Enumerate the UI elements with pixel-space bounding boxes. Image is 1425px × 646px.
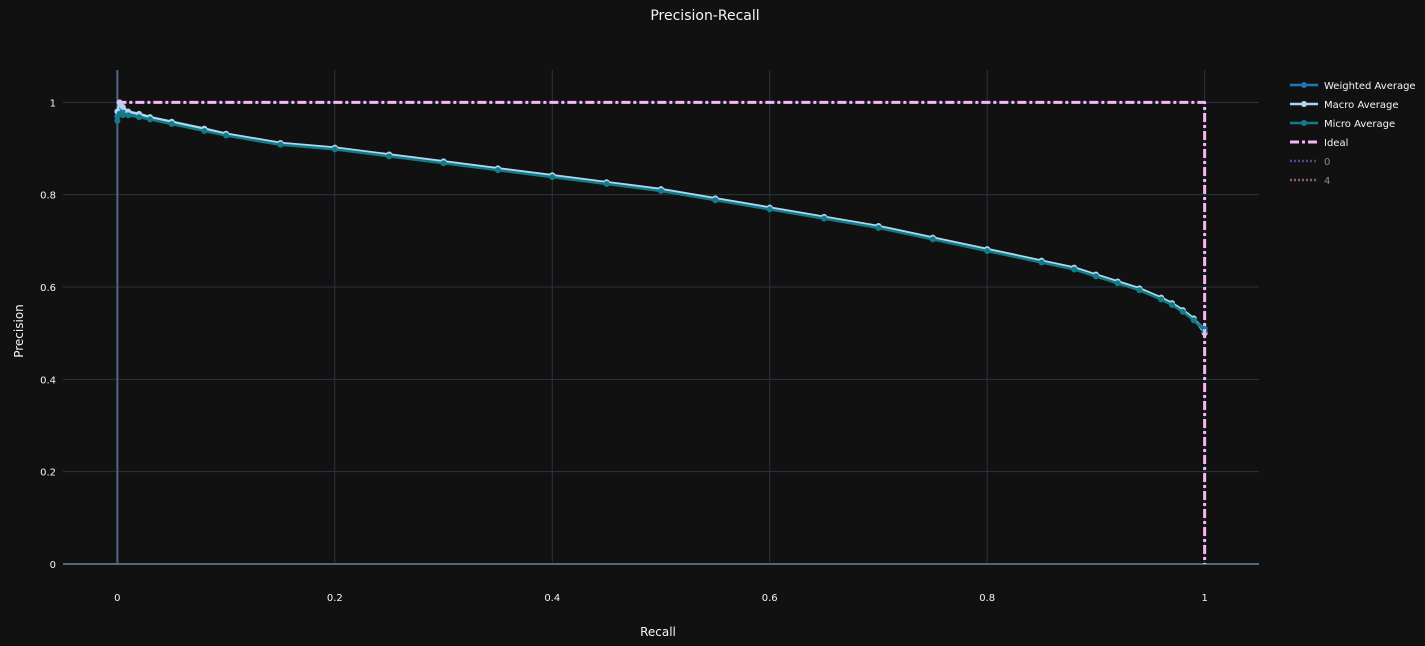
series-point-micro-average (821, 215, 828, 222)
y-tick-label: 0.4 (40, 375, 56, 386)
legend-item-ideal[interactable]: Ideal (1290, 138, 1348, 149)
y-tick-label: 0 (50, 560, 56, 571)
plot-area[interactable] (114, 99, 1208, 564)
legend-item-4[interactable]: 4 (1290, 176, 1330, 187)
x-tick-label: 0.4 (544, 593, 560, 604)
series-point-micro-average (766, 206, 773, 213)
series-point-micro-average (201, 127, 208, 134)
legend-marker-micro-average (1301, 120, 1307, 126)
legend-marker-macro-average (1301, 101, 1307, 107)
legend-label-weighted-average: Weighted Average (1324, 81, 1416, 92)
tick-labels: 0 0.2 0.4 0.6 0.8 1 0 0.2 0.4 0.6 0.8 1 (40, 98, 1208, 604)
series-point-macro-average (119, 103, 126, 110)
series-point-micro-average (549, 174, 556, 181)
x-tick-label: 0.8 (979, 593, 995, 604)
legend-item-weighted-average[interactable]: Weighted Average (1290, 81, 1416, 92)
series-point-micro-average (136, 114, 143, 121)
series-point-micro-average (1158, 296, 1165, 303)
x-axis-title: Recall (640, 625, 676, 639)
series-point-micro-average (1071, 266, 1078, 273)
legend-item-0[interactable]: 0 (1290, 157, 1330, 168)
series-point-micro-average (712, 197, 719, 204)
series-point-micro-average (929, 236, 936, 243)
legend-item-micro-average[interactable]: Micro Average (1290, 119, 1395, 130)
series-point-micro-average (494, 167, 501, 174)
legend-marker-weighted-average (1301, 82, 1307, 88)
series-point-micro-average (277, 141, 284, 148)
series-point-micro-average (1136, 287, 1143, 294)
series-point-micro-average (603, 181, 610, 188)
series-point-micro-average (114, 117, 121, 124)
series-point-micro-average (146, 116, 153, 123)
series-point-micro-average (984, 247, 991, 254)
legend-item-macro-average[interactable]: Macro Average (1290, 100, 1399, 111)
legend-label-micro-average: Micro Average (1324, 119, 1395, 130)
y-tick-label: 0.6 (40, 283, 56, 294)
series-point-micro-average (386, 153, 393, 160)
series-point-micro-average (119, 112, 126, 119)
x-tick-label: 0 (114, 593, 120, 604)
series-point-micro-average (658, 187, 664, 194)
x-tick-label: 0.6 (762, 593, 778, 604)
series-point-micro-average (1092, 273, 1099, 280)
series-point-micro-average (1190, 317, 1197, 324)
series-point-micro-average (1179, 308, 1186, 315)
axes (63, 70, 1259, 565)
legend-label-4: 4 (1324, 176, 1330, 187)
series-line-macro-average (116, 101, 1206, 334)
series-point-micro-average (440, 160, 447, 167)
series-point-micro-average (125, 112, 132, 119)
legend-label-ideal: Ideal (1324, 138, 1348, 149)
series-point-micro-average (1114, 280, 1121, 287)
series-point-micro-average (331, 146, 338, 153)
y-tick-label: 1 (50, 98, 56, 109)
chart-title: Precision-Recall (650, 8, 759, 24)
series-point-micro-average (223, 132, 230, 139)
x-tick-label: 0.2 (327, 593, 343, 604)
series-point-micro-average (875, 224, 882, 231)
y-tick-label: 0.2 (40, 468, 56, 479)
series-point-micro-average (1169, 301, 1176, 308)
legend[interactable]: Weighted Average Macro Average Micro Avera… (1290, 81, 1416, 187)
y-axis-title: Precision (12, 304, 26, 358)
grid-lines (63, 70, 1259, 564)
legend-label-macro-average: Macro Average (1324, 100, 1399, 111)
legend-label-0: 0 (1324, 157, 1330, 168)
series-point-micro-average (1038, 259, 1045, 266)
x-tick-label: 1 (1201, 593, 1207, 604)
series-line-ideal (117, 100, 1207, 564)
series-point-micro-average (168, 121, 175, 128)
y-tick-label: 0.8 (40, 191, 56, 202)
